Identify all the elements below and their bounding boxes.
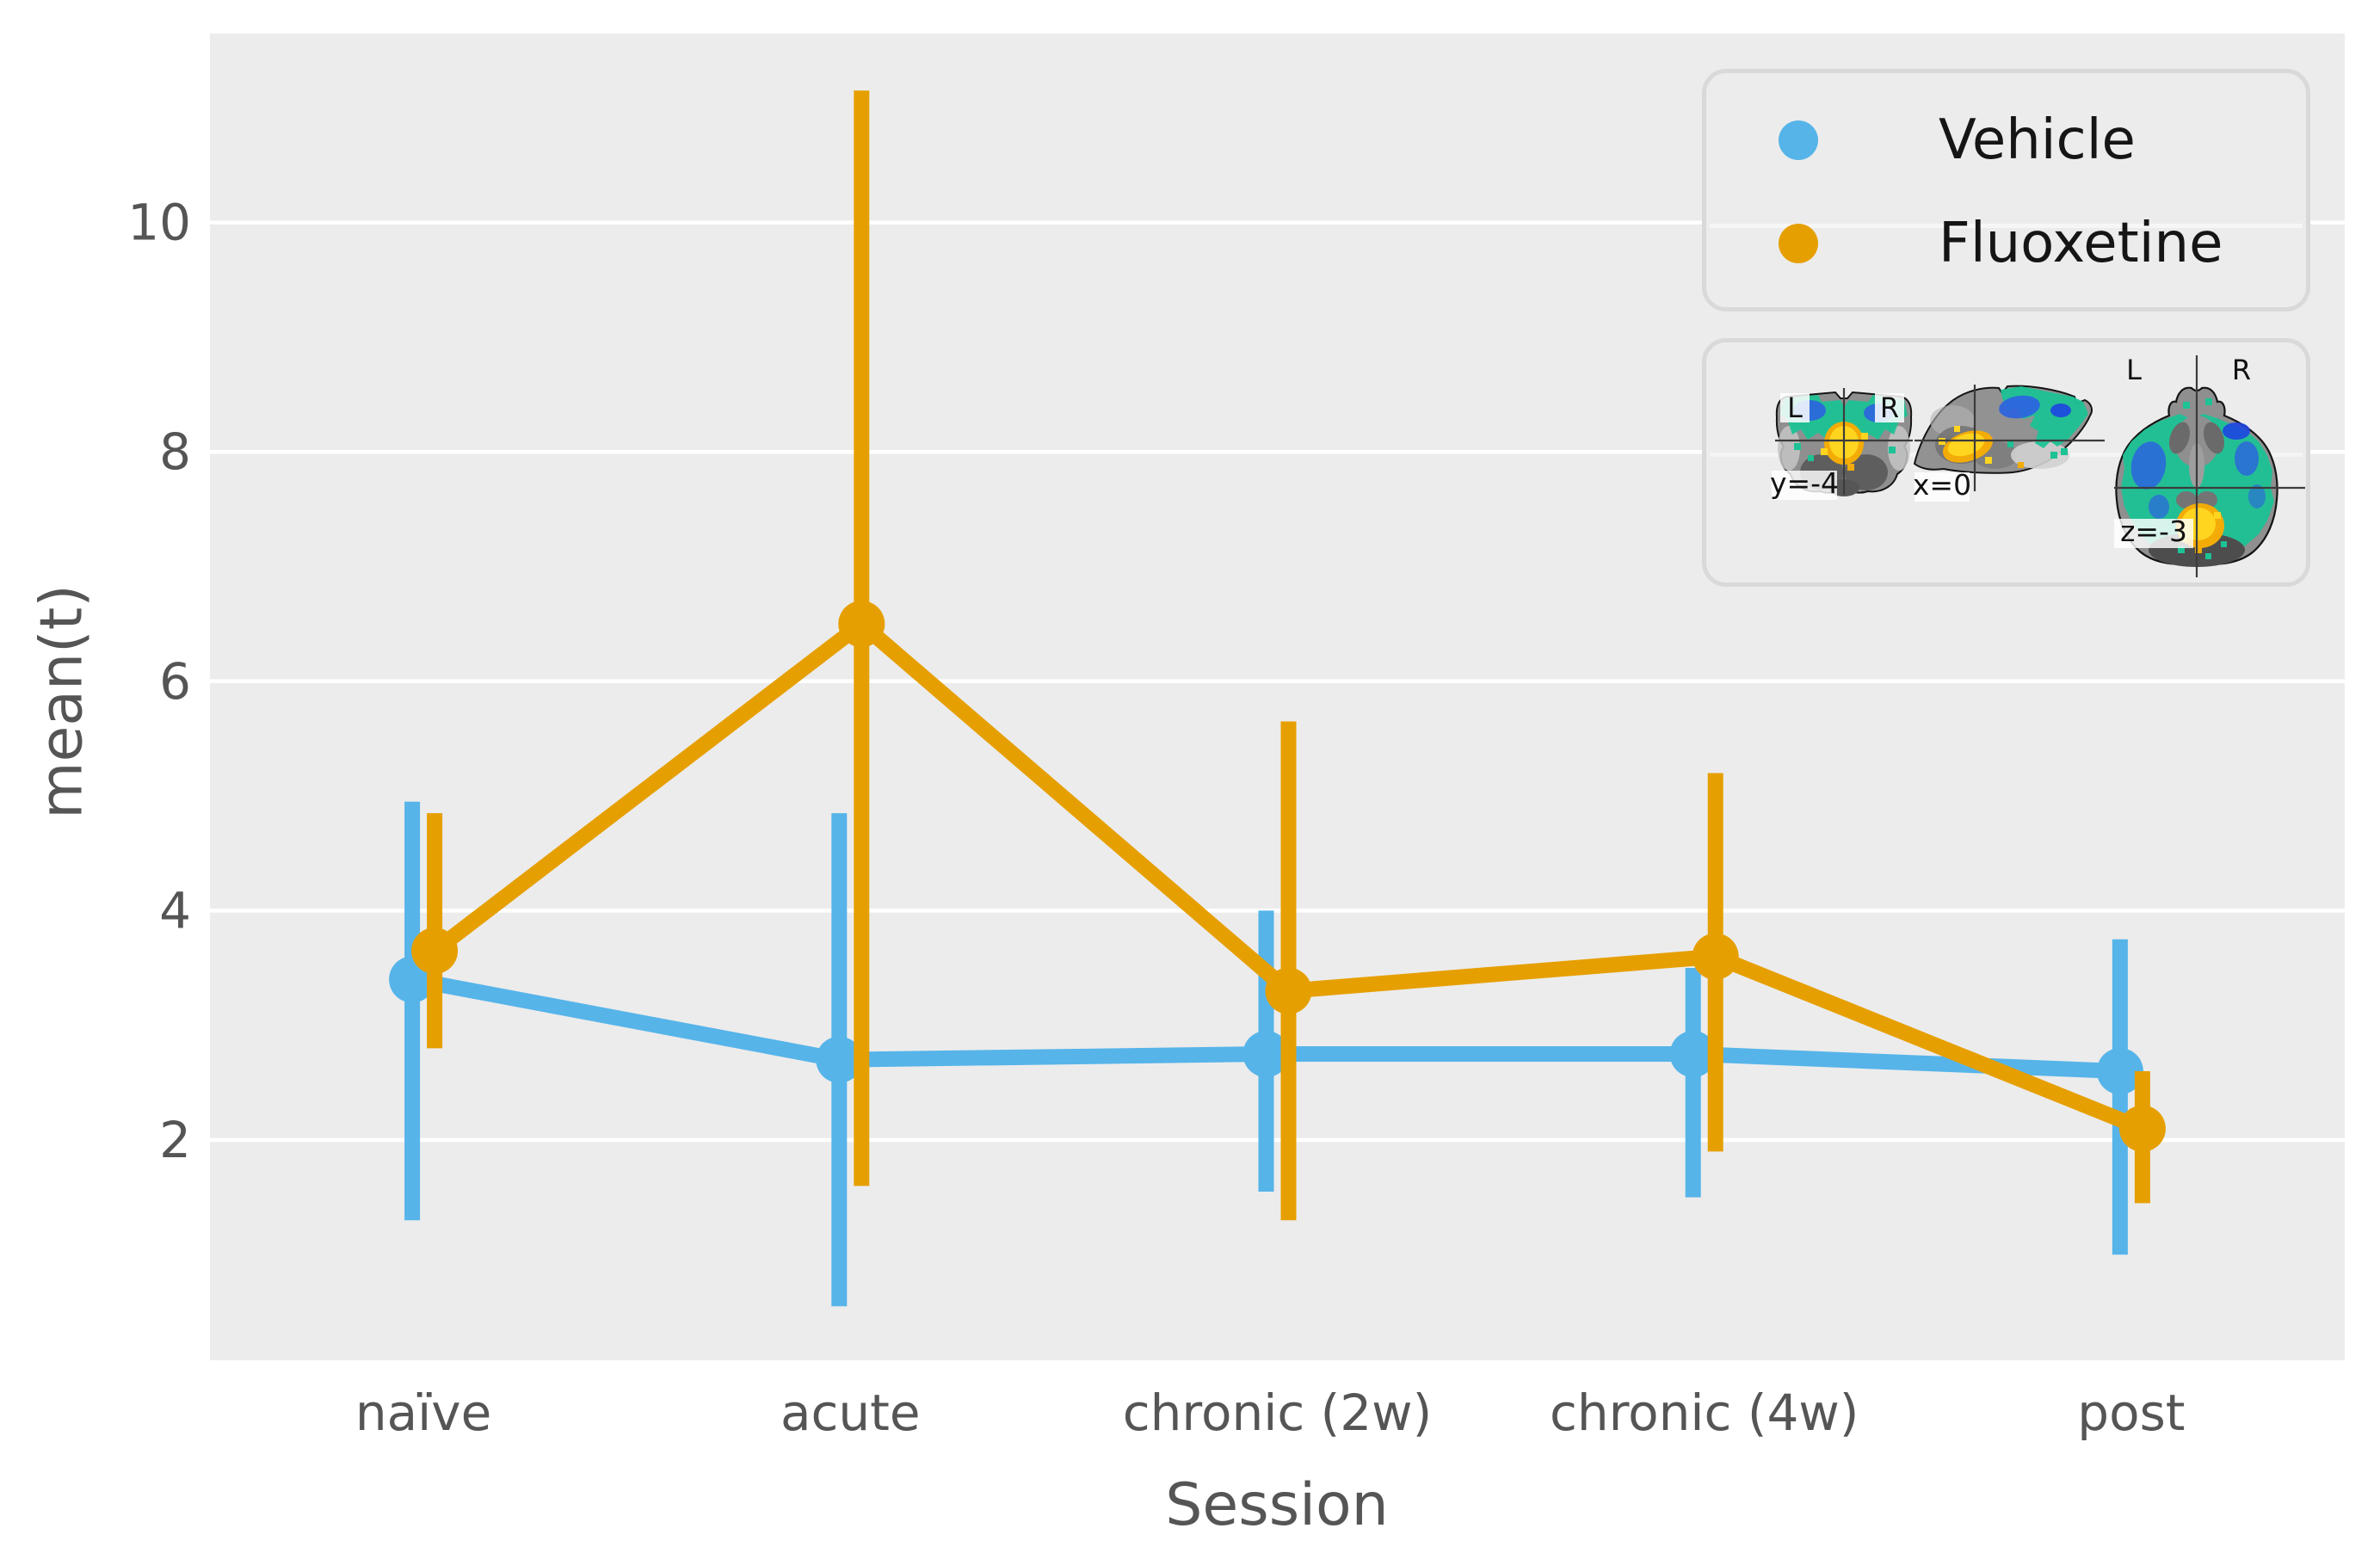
x-tick-label-1: naïve (355, 1384, 491, 1442)
axial-slice: L R z=-3 (2114, 354, 2305, 577)
y-axis-label: mean(t) (28, 584, 96, 819)
x-tick-label-3: chronic (2w) (1123, 1384, 1433, 1442)
y-tick-label-8: 8 (159, 422, 191, 481)
fluoxetine-marker-icon (1779, 224, 1818, 263)
x-tick-label-5: post (2077, 1384, 2185, 1442)
y-tick-label-6: 6 (159, 652, 191, 711)
legend-label-vehicle: Vehicle (1939, 108, 2136, 172)
vehicle-point-2 (816, 1036, 863, 1083)
y-tick-label-10: 10 (127, 194, 191, 252)
vehicle-point-4 (1669, 1031, 1717, 1078)
sagittal-slice: x=0 (1913, 385, 2105, 502)
x-tick-label-2: acute (780, 1384, 921, 1442)
legend: Vehicle Fluoxetine (1702, 69, 2310, 311)
fluoxetine-point-5 (2118, 1105, 2166, 1152)
fluoxetine-point-1 (411, 927, 459, 975)
y-tick-label-4: 4 (159, 881, 191, 940)
x-tick-label-4: chronic (4w) (1550, 1384, 1859, 1442)
vehicle-point-5 (2096, 1048, 2143, 1095)
vehicle-marker-icon (1779, 120, 1818, 160)
legend-label-fluoxetine: Fluoxetine (1939, 212, 2223, 275)
fluoxetine-point-3 (1265, 967, 1312, 1014)
brain-slices-image: L R y=-4 (1770, 354, 2305, 577)
axial-left-label: L (2126, 354, 2142, 386)
fluoxetine-point-4 (1692, 933, 1739, 980)
coronal-slice: L R y=-4 (1770, 388, 1913, 500)
coronal-right-label: R (1880, 391, 1899, 424)
axial-right-label: R (2232, 354, 2251, 386)
brain-inset: L R y=-4 (1702, 338, 2310, 587)
legend-item-vehicle: Vehicle (1706, 89, 2306, 192)
sagittal-coord-label: x=0 (1913, 468, 1971, 502)
fluoxetine-point-2 (838, 601, 885, 648)
legend-gridline-overlay (1710, 224, 2303, 228)
coronal-coord-label: y=-4 (1770, 466, 1839, 500)
vehicle-point-3 (1242, 1031, 1290, 1078)
legend-item-fluoxetine: Fluoxetine (1706, 192, 2306, 295)
x-axis-label: Session (1165, 1471, 1389, 1539)
y-tick-label-2: 2 (159, 1111, 191, 1169)
coronal-left-label: L (1787, 391, 1803, 424)
axial-coord-label: z=-3 (2120, 515, 2187, 548)
